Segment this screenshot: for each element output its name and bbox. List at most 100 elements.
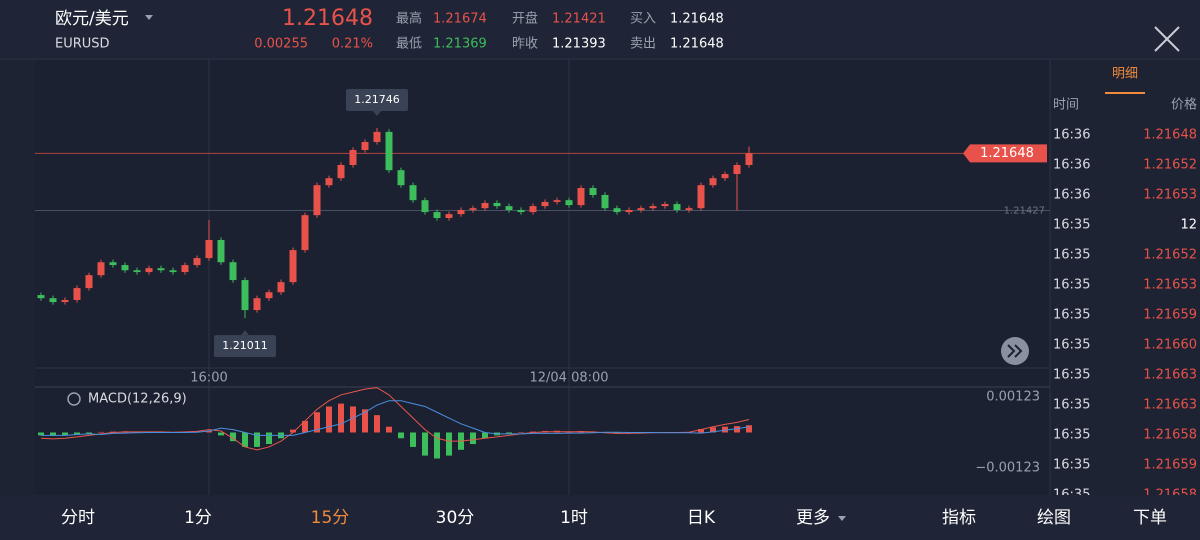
candle-body	[253, 298, 261, 311]
timeframe-tab[interactable]: 日K	[687, 508, 716, 528]
chart-bg	[35, 60, 1050, 495]
stat-label: 开盘	[512, 11, 538, 27]
candle-body	[481, 203, 489, 209]
settings-icon[interactable]	[67, 392, 81, 406]
macd-bar	[446, 432, 452, 456]
extreme-callout	[346, 89, 408, 112]
candle-body	[157, 268, 165, 271]
column-header: 时间	[1053, 98, 1079, 113]
symbol: EURUSD	[55, 37, 110, 52]
trade-time: 16:35	[1053, 278, 1090, 293]
macd-bar	[206, 431, 212, 433]
close-button[interactable]	[1154, 26, 1180, 52]
timeframe-tab[interactable]: 更多	[796, 508, 830, 528]
column-header: 价格	[1171, 97, 1197, 113]
candle-body	[517, 209, 525, 213]
candle-body	[601, 194, 609, 209]
extreme-label: 1.21011	[222, 339, 268, 352]
trade-time: 16:35	[1053, 338, 1090, 353]
macd-bar	[374, 415, 380, 433]
candle-body	[289, 250, 297, 283]
tab-detail[interactable]: 明细	[1112, 67, 1138, 82]
candle-body	[73, 288, 81, 300]
candle-body	[745, 153, 753, 165]
stat-value: 1.21421	[552, 12, 606, 27]
stat-value: 1.21648	[670, 37, 724, 52]
macd-bar	[98, 431, 104, 433]
macd-bar	[506, 432, 512, 434]
timeframe-tab[interactable]: 分时	[61, 508, 95, 528]
macd-bar	[326, 406, 332, 433]
timeframe-tab[interactable]: 15分	[311, 508, 350, 528]
macd-bar	[266, 432, 272, 445]
x-tick-label: 12/04 08:00	[529, 371, 608, 386]
trade-price: 1.21660	[1143, 338, 1197, 353]
tool-button[interactable]: 绘图	[1037, 508, 1071, 528]
candle-body	[529, 206, 537, 213]
macd-title: MACD(12,26,9)	[88, 392, 187, 407]
y-tick-label: 0.00123	[986, 389, 1040, 404]
candle-body	[673, 204, 681, 210]
trade-price: 1.21653	[1143, 188, 1197, 203]
trade-time: 16:36	[1053, 128, 1090, 143]
candle-body	[685, 208, 693, 210]
timeframe-tab[interactable]: 30分	[436, 508, 475, 528]
tool-button[interactable]: 指标	[942, 508, 976, 528]
last-price-label: 1.21648	[980, 146, 1034, 161]
candle-body	[265, 292, 273, 299]
macd-bar	[230, 432, 236, 442]
candle-body	[541, 201, 549, 207]
candle-body	[121, 265, 129, 271]
trade-time: 16:35	[1053, 218, 1090, 233]
more-dropdown-icon[interactable]	[838, 516, 846, 521]
header-bg	[0, 0, 1200, 58]
tool-button[interactable]: 下单	[1133, 508, 1167, 528]
macd-bar	[362, 409, 368, 433]
candle-body	[493, 203, 501, 207]
macd-bar	[86, 432, 92, 434]
candle-body	[205, 239, 213, 259]
candle-body	[553, 200, 561, 202]
trade-price: 12	[1180, 218, 1197, 233]
trade-time: 16:35	[1053, 458, 1090, 473]
candle-body	[145, 268, 153, 273]
stat-value: 1.21369	[433, 37, 487, 52]
candle-body	[613, 208, 621, 213]
dropdown-icon[interactable]	[145, 15, 153, 20]
candle-body	[277, 282, 285, 293]
trade-price: 1.21648	[1143, 128, 1197, 143]
macd-bar	[698, 429, 704, 433]
instrument-name[interactable]: 欧元/美元	[55, 9, 129, 29]
candle-body	[373, 131, 381, 142]
candle-body	[349, 149, 357, 165]
macd-bar	[734, 426, 740, 433]
candle-body	[445, 214, 453, 219]
candle-body	[505, 206, 513, 210]
candle-body	[217, 239, 225, 263]
change-pct: 0.21%	[332, 37, 373, 52]
stat-label: 最高	[396, 11, 422, 27]
macd-bar	[38, 432, 44, 436]
macd-bar	[410, 432, 416, 447]
macd-bar	[254, 432, 260, 447]
stat-value: 1.21648	[670, 12, 724, 27]
trade-price: 1.21659	[1143, 308, 1197, 323]
macd-bar	[74, 432, 80, 435]
candle-body	[169, 270, 177, 273]
macd-bar	[386, 426, 392, 433]
timeframe-tab[interactable]: 1分	[184, 508, 212, 528]
candle-body	[133, 270, 141, 273]
timeframe-tab[interactable]: 1时	[560, 508, 588, 528]
candle-body	[577, 188, 585, 206]
macd-bar	[746, 425, 752, 433]
candle-body	[469, 208, 477, 210]
trade-price: 1.21658	[1143, 428, 1197, 443]
macd-bar	[338, 403, 344, 433]
y-tick-label: −0.00123	[975, 461, 1040, 476]
trade-time: 16:35	[1053, 308, 1090, 323]
extreme-callout	[214, 335, 276, 358]
macd-bar	[710, 427, 716, 433]
stat-value: 1.21393	[552, 37, 606, 52]
candle-body	[337, 164, 345, 179]
